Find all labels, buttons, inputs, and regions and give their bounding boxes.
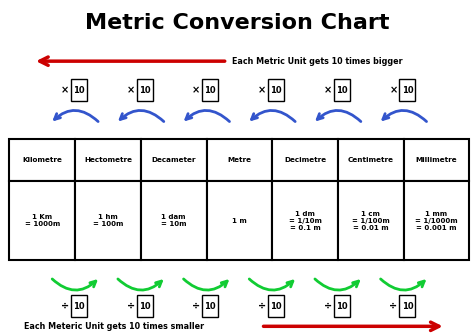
Text: 1 hm
= 100m: 1 hm = 100m [93,214,123,227]
FancyBboxPatch shape [137,295,153,317]
FancyBboxPatch shape [268,295,284,317]
FancyBboxPatch shape [399,79,415,101]
Text: 10: 10 [270,86,282,95]
Bar [207,139,272,182]
Text: 10: 10 [204,302,216,311]
Text: Millimetre: Millimetre [416,157,457,163]
Text: 1 Km
= 1000m: 1 Km = 1000m [25,214,60,227]
FancyBboxPatch shape [334,79,350,101]
Text: 10: 10 [270,302,282,311]
Text: Kilometre: Kilometre [22,157,62,163]
Bar [272,182,338,260]
Text: ×: × [192,85,201,95]
Bar [272,139,338,182]
Text: ÷: ÷ [61,301,69,311]
Text: 1 cm
= 1/100m
= 0.01 m: 1 cm = 1/100m = 0.01 m [352,210,390,230]
Text: ÷: ÷ [258,301,266,311]
Text: ×: × [127,85,135,95]
FancyBboxPatch shape [399,295,415,317]
Text: 1 m: 1 m [232,217,247,223]
Bar [75,182,141,260]
Text: 10: 10 [336,302,347,311]
Bar [403,182,469,260]
Text: Metre: Metre [228,157,251,163]
Text: Centimetre: Centimetre [348,157,394,163]
Text: ×: × [61,85,69,95]
Text: 10: 10 [73,86,85,95]
Text: Each Metric Unit gets 10 times bigger: Each Metric Unit gets 10 times bigger [232,57,403,66]
FancyBboxPatch shape [71,79,87,101]
Text: 10: 10 [139,302,150,311]
FancyBboxPatch shape [137,79,153,101]
Text: ÷: ÷ [127,301,135,311]
Bar [75,139,141,182]
Text: Decameter: Decameter [151,157,196,163]
Text: 10: 10 [336,86,347,95]
Text: ÷: ÷ [192,301,201,311]
Text: ×: × [389,85,397,95]
Text: ÷: ÷ [389,301,397,311]
Bar [338,182,403,260]
Bar [9,139,75,182]
Text: ×: × [258,85,266,95]
Text: 10: 10 [401,302,413,311]
Bar [207,182,272,260]
Text: Metric Conversion Chart: Metric Conversion Chart [85,13,389,32]
Text: Decimetre: Decimetre [284,157,326,163]
FancyBboxPatch shape [268,79,284,101]
Text: 10: 10 [204,86,216,95]
FancyBboxPatch shape [71,295,87,317]
Text: 10: 10 [401,86,413,95]
Bar [338,139,403,182]
Text: 10: 10 [139,86,150,95]
Bar [9,182,75,260]
Text: Hectometre: Hectometre [84,157,132,163]
FancyBboxPatch shape [334,295,350,317]
Text: 1 dm
= 1/10m
= 0.1 m: 1 dm = 1/10m = 0.1 m [289,210,321,230]
Text: 1 mm
= 1/1000m
= 0.001 m: 1 mm = 1/1000m = 0.001 m [415,210,458,230]
Text: Each Meteric Unit gets 10 times smaller: Each Meteric Unit gets 10 times smaller [24,322,204,331]
Bar [141,182,207,260]
Text: 1 dam
= 10m: 1 dam = 10m [161,214,186,227]
FancyBboxPatch shape [202,295,219,317]
Text: ÷: ÷ [324,301,332,311]
Text: 10: 10 [73,302,85,311]
Text: ×: × [324,85,332,95]
Bar [403,139,469,182]
Bar [141,139,207,182]
FancyBboxPatch shape [202,79,219,101]
